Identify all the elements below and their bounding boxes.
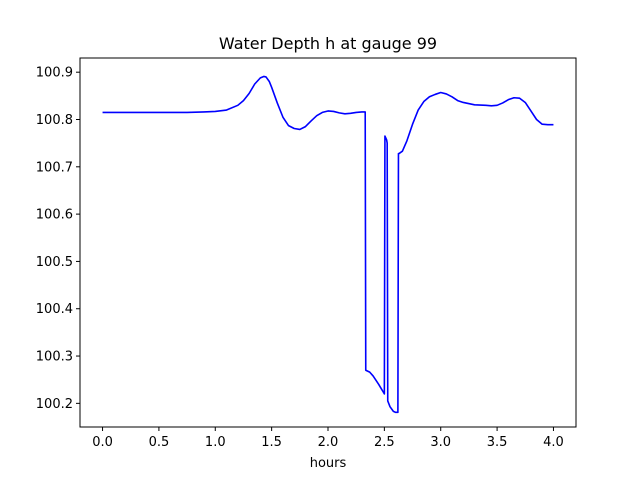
chart-title: Water Depth h at gauge 99 [219,34,437,53]
x-tick-label: 1.5 [261,435,282,450]
x-tick-label: 2.0 [318,435,339,450]
y-tick-label: 100.3 [36,350,73,365]
x-tick-label: 0.0 [92,435,113,450]
y-tick-label: 100.2 [36,397,73,412]
x-tick-label: 0.5 [149,435,170,450]
series-line-0 [102,75,554,414]
y-tick-label: 100.6 [36,208,73,223]
x-tick-label: 4.0 [543,435,564,450]
x-axis-label: hours [310,456,347,471]
y-axis: 100.2 100.3 100.4 100.5 100.6 100.7 100.8 100.9 [36,66,80,412]
y-tick-label: 100.9 [36,66,73,81]
y-tick-label: 100.4 [36,302,73,317]
x-tick-label: 3.0 [430,435,451,450]
series-layer [102,75,554,414]
x-axis: 0.0 0.5 1.0 1.5 2.0 2.5 3.0 3.5 4.0 [92,427,564,450]
x-tick-label: 1.0 [205,435,226,450]
y-tick-label: 100.5 [36,255,73,270]
y-tick-label: 100.7 [36,160,73,175]
x-tick-label: 3.5 [487,435,508,450]
y-tick-label: 100.8 [36,113,73,128]
x-tick-label: 2.5 [374,435,395,450]
